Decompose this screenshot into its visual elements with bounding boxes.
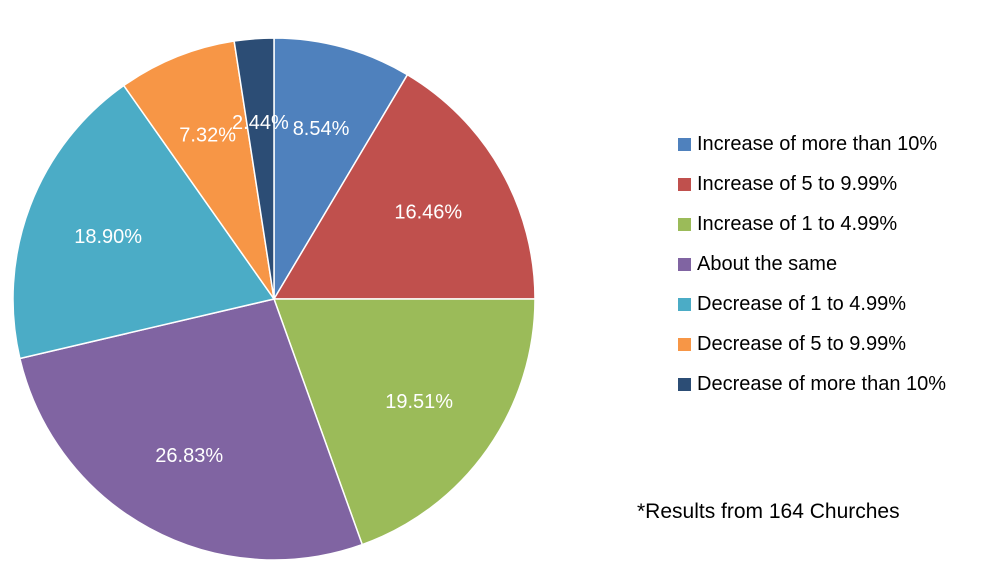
slice-data-label-5: 18.90% (74, 226, 142, 248)
legend-label: Decrease of 1 to 4.99% (697, 292, 907, 315)
footnote: *Results from 164 Churches (637, 500, 900, 523)
legend-item-1: Increase of more than 10% (678, 124, 946, 164)
slice-data-label-7: 2.44% (232, 112, 289, 134)
slice-data-label-6: 7.32% (179, 124, 236, 146)
legend-item-4: About the same (678, 244, 946, 284)
pie-slice-4 (18, 298, 364, 561)
legend-item-5: Decrease of 1 to 4.99% (678, 284, 946, 324)
pie-slice-7 (233, 37, 275, 300)
pie-slice-2 (272, 73, 536, 300)
legend-item-7: Decrease of more than 10% (678, 364, 946, 404)
legend-label: Decrease of 5 to 9.99% (697, 332, 907, 355)
legend-swatch (678, 337, 691, 351)
pie-slice-1 (273, 37, 409, 302)
legend-item-2: Increase of 5 to 9.99% (678, 164, 946, 204)
legend-item-6: Decrease of 5 to 9.99% (678, 324, 946, 364)
legend-item-3: Increase of 1 to 4.99% (678, 204, 946, 244)
legend-swatch (678, 177, 691, 191)
legend-swatch (678, 297, 691, 311)
pie-slice-5 (12, 84, 276, 360)
legend-swatch (678, 377, 691, 391)
pie-slice-6 (122, 40, 275, 300)
legend-swatch (678, 257, 691, 271)
legend-label: Increase of 1 to 4.99% (697, 212, 898, 235)
legend-label: Increase of more than 10% (697, 132, 938, 155)
legend-label: Decrease of more than 10% (697, 372, 947, 395)
legend-label: About the same (697, 252, 838, 275)
legend-swatch (678, 217, 691, 231)
slice-data-label-2: 16.46% (394, 201, 462, 223)
slice-data-label-4: 26.83% (155, 445, 223, 467)
legend: Increase of more than 10% Increase of 5 t… (678, 124, 946, 404)
slice-data-label-1: 8.54% (293, 118, 350, 140)
pie-slice-3 (272, 298, 536, 546)
legend-label: Increase of 5 to 9.99% (697, 172, 898, 195)
slice-data-label-3: 19.51% (385, 391, 453, 413)
legend-swatch (678, 137, 691, 151)
